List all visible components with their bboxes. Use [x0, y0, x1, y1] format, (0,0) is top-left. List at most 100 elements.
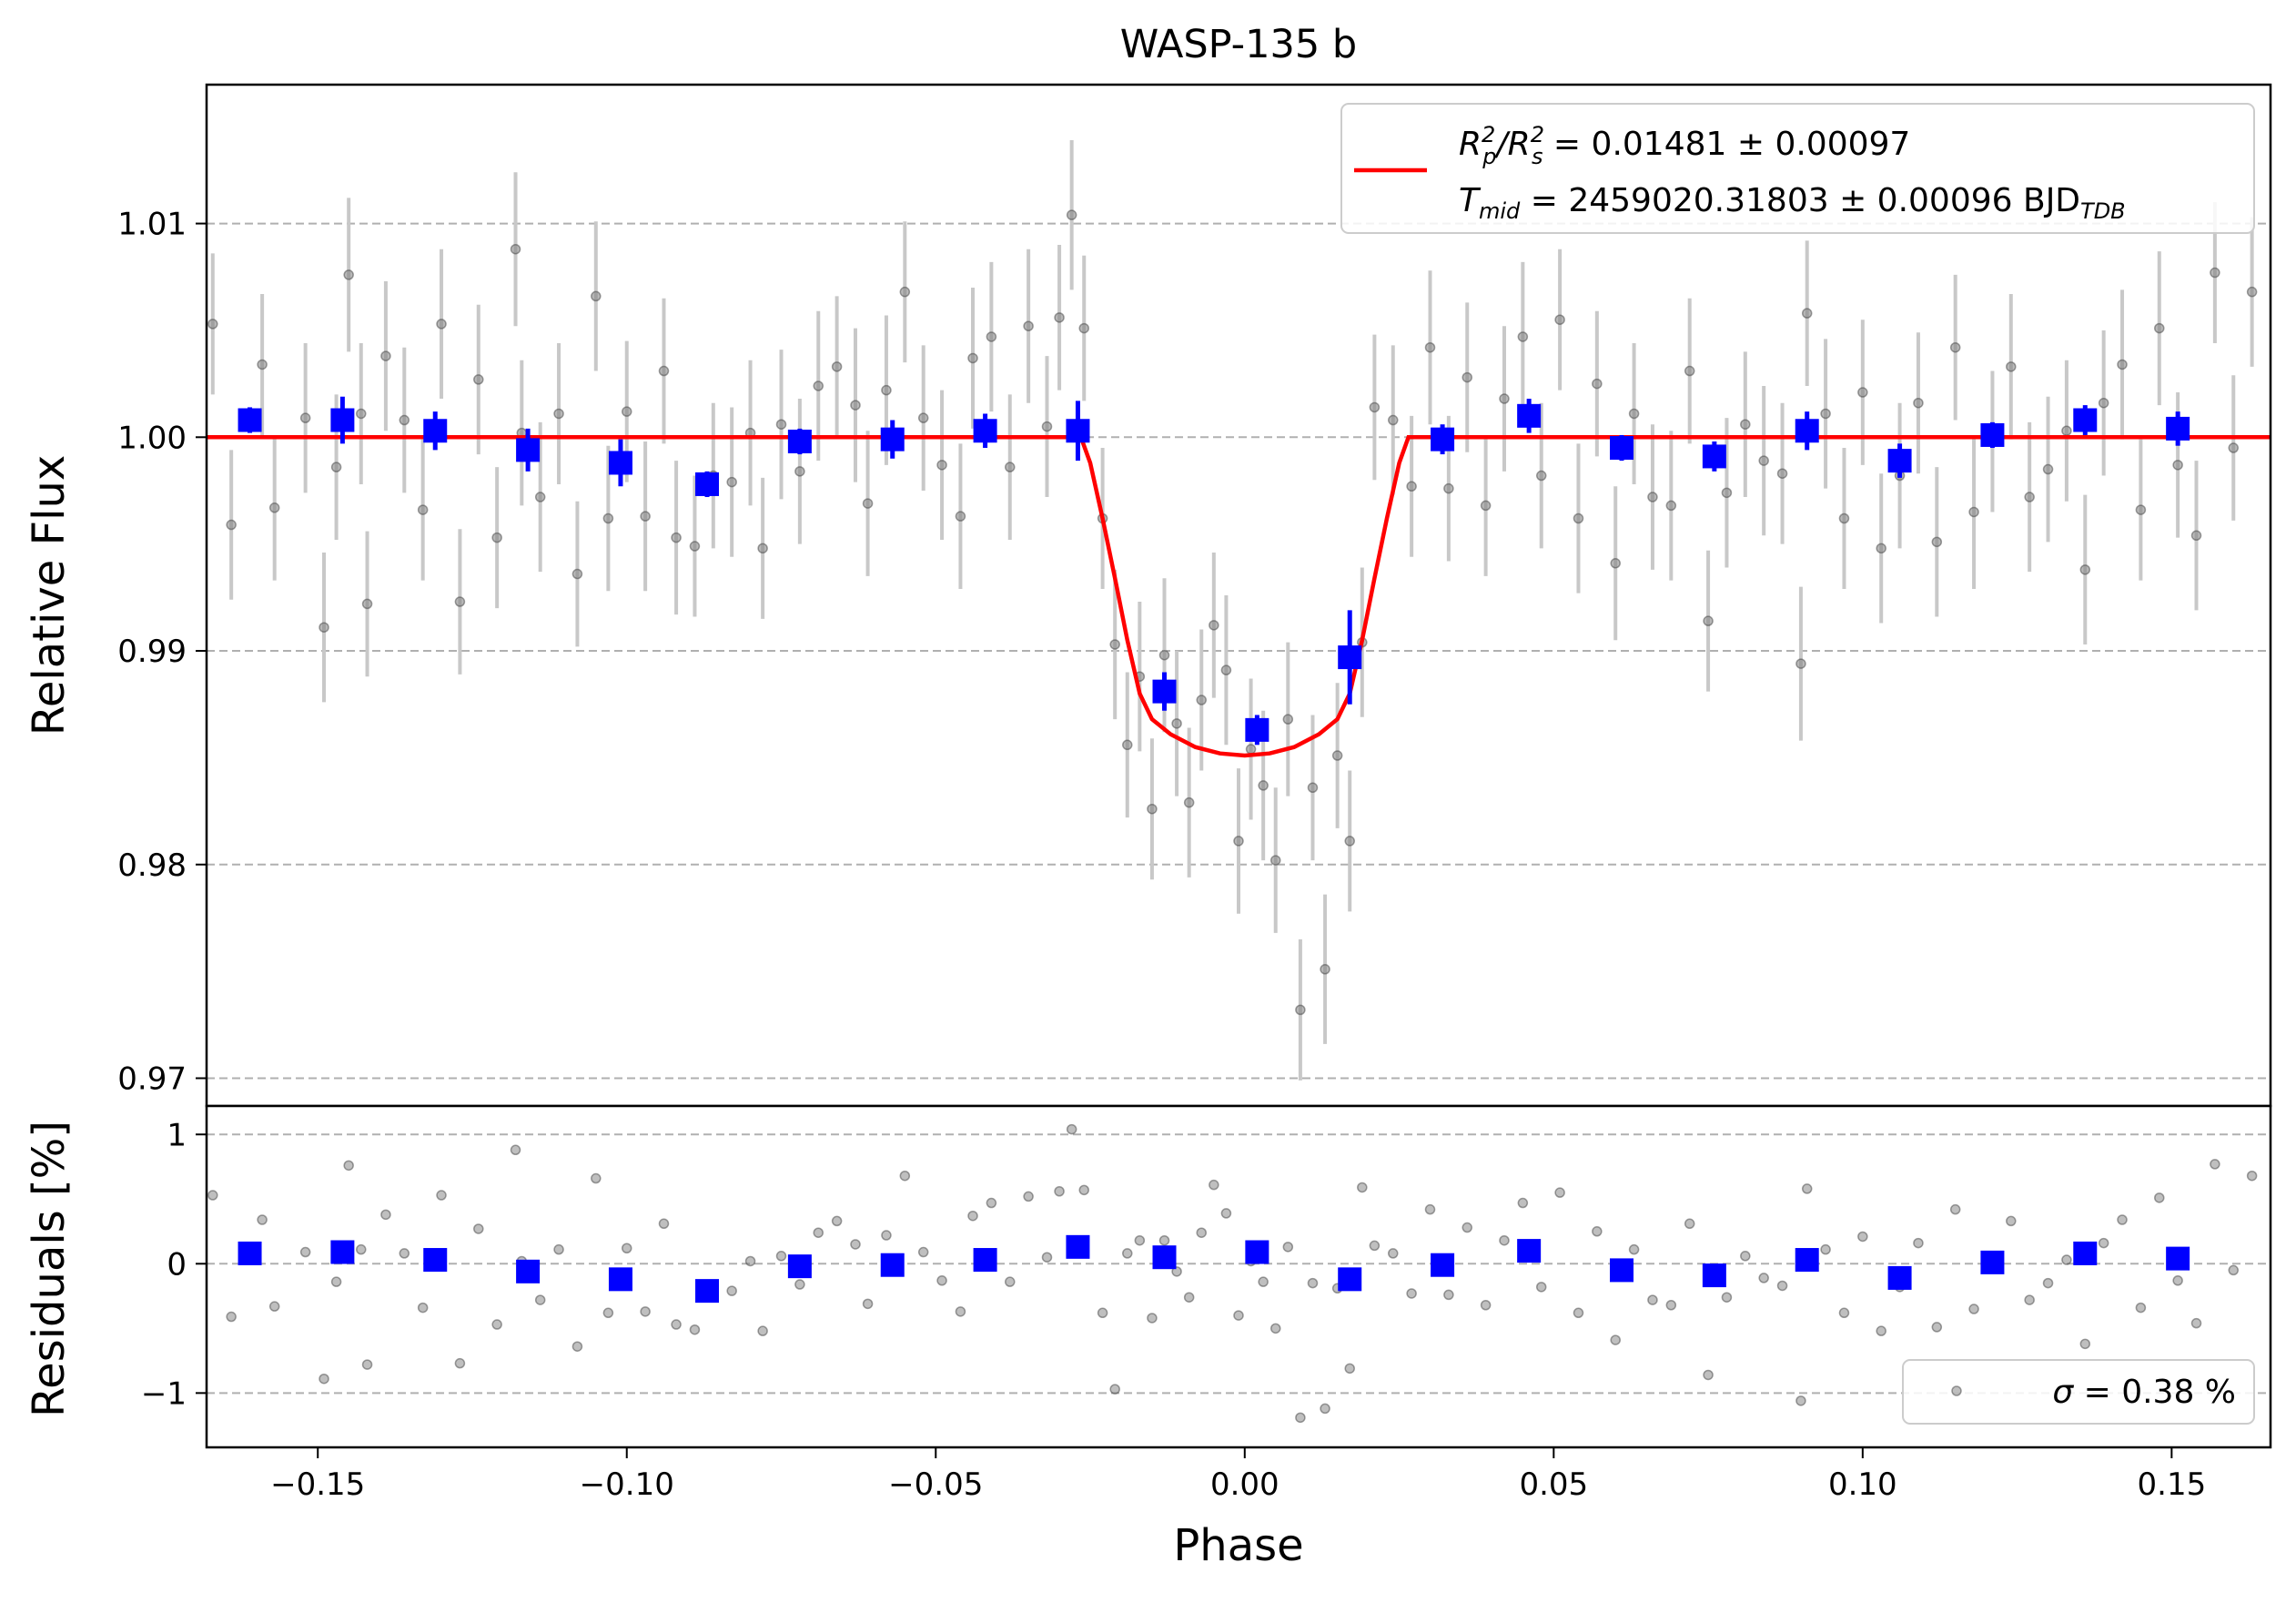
residuals-raw-point	[1147, 1313, 1158, 1324]
transit-raw-point	[1388, 414, 1399, 426]
x-tick-label: −0.05	[888, 1466, 983, 1503]
transit-raw-point	[1776, 468, 1788, 479]
transit-raw-point	[726, 476, 737, 488]
residuals-y-ticks: −1 0 1	[141, 1117, 207, 1412]
transit-binned-point	[973, 419, 997, 443]
transit-raw-point	[1209, 620, 1219, 631]
transit-raw-point	[1554, 314, 1565, 325]
residuals-raw-point	[1795, 1395, 1806, 1406]
residuals-raw-point	[1109, 1384, 1120, 1395]
transit-raw-point	[1913, 397, 1924, 409]
transit-raw-point	[2079, 564, 2091, 575]
transit-raw-point	[831, 361, 843, 372]
transit-raw-point	[534, 492, 546, 502]
residuals-raw-point	[1320, 1403, 1330, 1415]
transit-raw-point	[1406, 481, 1417, 492]
transit-y-tick-label: 1.01	[117, 207, 187, 243]
transit-raw-point	[226, 519, 237, 531]
residuals-raw-point	[1220, 1208, 1232, 1219]
residuals-binned-point	[880, 1253, 905, 1277]
residuals-raw-point	[2042, 1277, 2054, 1289]
transit-raw-point	[1535, 470, 1547, 482]
residuals-binned-series	[238, 1234, 2190, 1304]
transit-binned-point	[516, 438, 541, 462]
transit-raw-point	[955, 511, 966, 522]
residuals-raw-point	[1535, 1282, 1547, 1293]
residuals-raw-point	[813, 1227, 824, 1238]
residuals-raw-point	[1820, 1243, 1831, 1255]
residuals-raw-point	[510, 1144, 521, 1156]
transit-raw-point	[813, 380, 824, 391]
residuals-raw-point	[640, 1306, 651, 1317]
transit-binned-point	[1980, 422, 2005, 447]
residuals-binned-point	[1980, 1250, 2005, 1274]
transit-raw-point	[640, 511, 651, 522]
transit-raw-point	[1245, 744, 1257, 755]
residuals-raw-point	[1122, 1248, 1133, 1259]
transit-raw-point	[1233, 836, 1244, 847]
transit-raw-point	[602, 512, 614, 524]
residuals-raw-point	[2210, 1159, 2220, 1170]
residuals-raw-point	[1269, 1323, 1281, 1334]
transit-raw-point	[2228, 442, 2240, 453]
residuals-raw-point	[1041, 1252, 1053, 1263]
residuals-binned-point	[608, 1267, 632, 1292]
transit-binned-point	[608, 451, 632, 475]
residuals-raw-point	[1282, 1242, 1294, 1253]
residuals-raw-point	[399, 1248, 410, 1259]
residuals-raw-point	[850, 1239, 861, 1250]
residuals-raw-point	[1703, 1369, 1714, 1381]
residuals-raw-point	[1480, 1300, 1492, 1311]
transit-binned-point	[1887, 449, 1912, 473]
residuals-raw-point	[602, 1307, 614, 1319]
residuals-raw-point	[726, 1285, 737, 1296]
residuals-y-tick-label: 1	[167, 1117, 187, 1153]
transit-raw-point	[1684, 365, 1695, 377]
transit-raw-point	[299, 412, 311, 423]
residuals-binned-point	[2073, 1241, 2098, 1265]
residuals-raw-point	[831, 1215, 843, 1227]
residuals-binned-point	[423, 1248, 448, 1273]
residuals-raw-point	[1740, 1251, 1751, 1262]
transit-raw-point	[1499, 393, 1510, 404]
residuals-binned-point	[695, 1279, 720, 1304]
transit-raw-point	[454, 596, 466, 607]
transit-raw-point	[775, 419, 787, 430]
legend-math-ratio: R2 p/R2 s	[1459, 122, 1544, 169]
residuals-raw-point	[1158, 1234, 1170, 1246]
residuals-raw-point	[1876, 1325, 1886, 1336]
residuals-raw-point	[899, 1170, 911, 1182]
transit-raw-point	[1462, 371, 1472, 383]
transit-raw-point	[591, 290, 602, 302]
residuals-raw-point	[491, 1319, 502, 1330]
residuals-legend-entry: σ = 0.38 %	[2052, 1374, 2236, 1411]
residuals-binned-point	[238, 1241, 262, 1265]
residuals-raw-point	[1857, 1231, 1868, 1243]
residuals-raw-point	[881, 1230, 892, 1241]
residuals-raw-point	[591, 1172, 602, 1184]
residuals-legend-marker	[1951, 1385, 1962, 1396]
x-tick-label: 0.15	[2138, 1466, 2207, 1503]
residuals-raw-point	[2190, 1317, 2202, 1329]
residuals-raw-point	[1592, 1226, 1603, 1237]
x-tick-label: 0.10	[1828, 1466, 1897, 1503]
transit-raw-point	[1122, 739, 1133, 751]
transit-y-tick-label: 1.00	[117, 420, 187, 456]
transit-raw-point	[1282, 714, 1294, 725]
residuals-raw-point	[417, 1302, 429, 1314]
residuals-raw-point	[862, 1298, 874, 1310]
residuals-raw-point	[361, 1359, 373, 1370]
residuals-raw-point	[1968, 1304, 1979, 1314]
residuals-binned-point	[973, 1248, 997, 1273]
residuals-raw-point	[1023, 1191, 1034, 1202]
transit-raw-point	[510, 243, 521, 255]
transit-binned-point	[1610, 436, 1634, 461]
residuals-raw-point	[268, 1301, 280, 1312]
x-tick-label: −0.10	[580, 1466, 674, 1503]
transit-raw-point	[1480, 500, 1492, 512]
transit-raw-point	[2190, 530, 2202, 542]
transit-raw-point	[1171, 718, 1182, 729]
transit-raw-point	[1968, 506, 1979, 518]
residuals-binned-point	[516, 1259, 541, 1283]
transit-binned-point	[1517, 403, 1542, 428]
